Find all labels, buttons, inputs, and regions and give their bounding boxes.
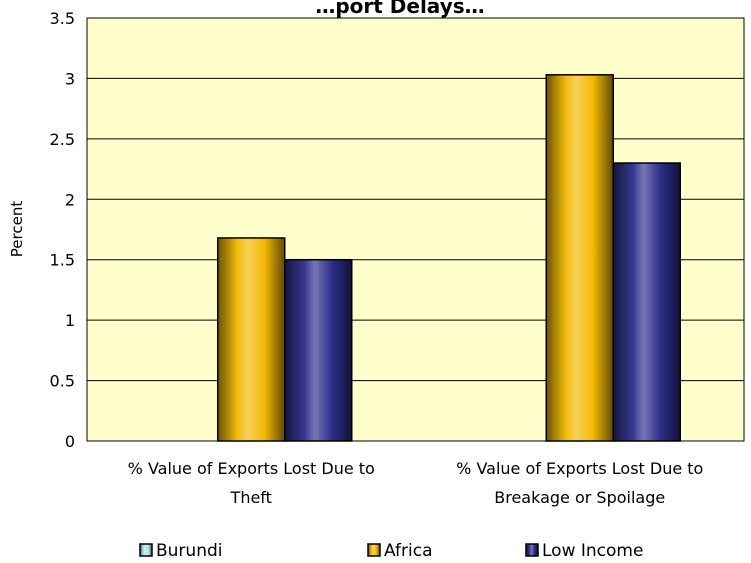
bar-low-income xyxy=(284,258,353,442)
y-tick-label: 1 xyxy=(65,311,75,330)
legend: Burundi Africa Low Income xyxy=(139,541,643,561)
y-tick-label: 0 xyxy=(65,432,75,451)
legend-swatch xyxy=(367,543,381,557)
x-category-label: Theft xyxy=(230,488,272,507)
y-tick-label: 3.5 xyxy=(50,9,75,28)
x-category-label: Breakage or Spoilage xyxy=(494,488,665,507)
y-tick-label: 3 xyxy=(65,69,75,88)
y-tick-label: 0.5 xyxy=(50,372,75,391)
legend-label: Low Income xyxy=(542,541,643,561)
y-tick-label: 2.5 xyxy=(50,130,75,149)
x-axis-labels: % Value of Exports Lost Due to Theft % Val… xyxy=(128,459,704,507)
bar-africa xyxy=(217,237,286,442)
y-tick-label: 1.5 xyxy=(50,251,75,270)
legend-label: Burundi xyxy=(156,541,223,561)
bar-africa xyxy=(545,74,614,442)
y-tick-label: 2 xyxy=(65,190,75,209)
y-axis-ticks: 0 0.5 1 1.5 2 2.5 3 3.5 xyxy=(50,9,75,451)
bars xyxy=(217,74,681,442)
y-axis-title: Percent xyxy=(8,201,26,258)
legend-label: Africa xyxy=(384,541,433,561)
legend-swatch xyxy=(525,543,539,557)
x-category-label: % Value of Exports Lost Due to xyxy=(456,459,703,478)
x-category-label: % Value of Exports Lost Due to xyxy=(128,459,375,478)
legend-swatch xyxy=(139,543,153,557)
bar-low-income xyxy=(612,162,681,442)
chart-title: …port Delays… xyxy=(315,0,484,18)
